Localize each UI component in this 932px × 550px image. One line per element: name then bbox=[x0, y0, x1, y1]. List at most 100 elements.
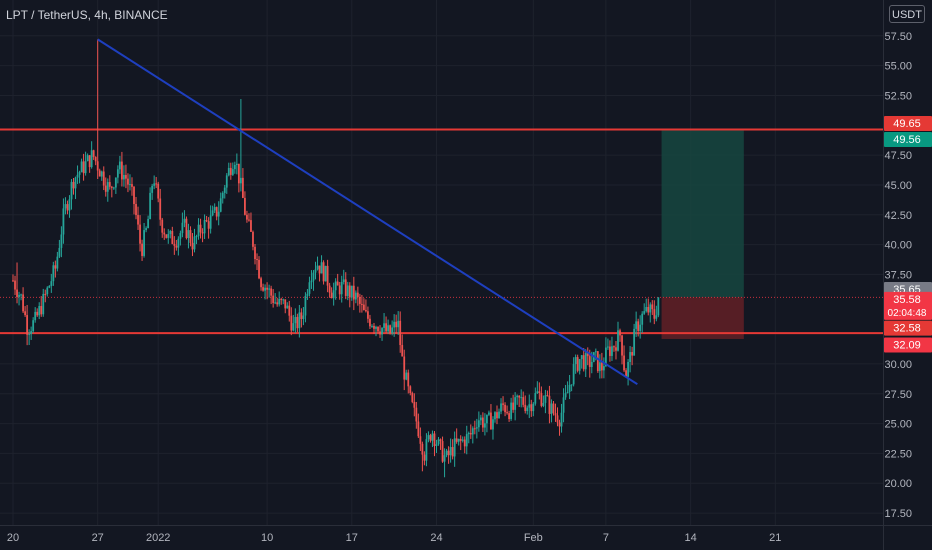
profit-zone[interactable] bbox=[661, 130, 744, 298]
candle-body bbox=[123, 175, 125, 180]
price-tick-label: 55.00 bbox=[884, 61, 912, 73]
candle-body bbox=[484, 423, 486, 428]
candle-body bbox=[437, 439, 440, 445]
candle-body bbox=[223, 187, 226, 193]
candles bbox=[12, 39, 660, 478]
candle-body bbox=[92, 150, 95, 157]
candle-body bbox=[629, 352, 631, 362]
candle-body bbox=[298, 312, 301, 329]
candle-body bbox=[189, 230, 192, 243]
candle-body bbox=[516, 395, 519, 398]
candle-body bbox=[54, 265, 57, 269]
candle-body bbox=[199, 224, 202, 233]
candle-body bbox=[50, 281, 53, 286]
candle-body bbox=[609, 346, 611, 356]
candle-body bbox=[596, 351, 599, 372]
candle-body bbox=[213, 207, 216, 211]
candle-body bbox=[397, 320, 400, 328]
price-tick-label: 25.00 bbox=[884, 419, 912, 431]
candle-body bbox=[534, 393, 537, 404]
candle-body bbox=[149, 192, 152, 220]
price-tick-label: 52.50 bbox=[884, 90, 912, 102]
position-zones[interactable] bbox=[661, 130, 744, 339]
candle-body bbox=[14, 280, 16, 290]
candle-body bbox=[221, 192, 224, 199]
candle-body bbox=[645, 306, 648, 312]
candle-body bbox=[209, 215, 212, 229]
price-label-text: 32.09 bbox=[893, 339, 921, 351]
time-tick-label: 24 bbox=[430, 532, 442, 544]
trend-lines[interactable] bbox=[97, 38, 638, 386]
price-label-text: 49.56 bbox=[893, 134, 921, 146]
candle-body bbox=[363, 304, 365, 311]
candle-body bbox=[594, 351, 597, 353]
candle-body bbox=[100, 171, 103, 177]
candle-body bbox=[34, 311, 37, 321]
candle-body bbox=[300, 312, 303, 319]
candle-body bbox=[528, 404, 531, 408]
candle-body bbox=[268, 288, 271, 290]
candle-body bbox=[423, 454, 426, 461]
horizontal-levels[interactable] bbox=[0, 128, 883, 335]
candle-body bbox=[294, 316, 297, 324]
candle-body bbox=[139, 224, 141, 244]
candle-body bbox=[613, 346, 615, 348]
time-tick-label: 21 bbox=[769, 532, 781, 544]
candle-body bbox=[207, 221, 210, 229]
candle-body bbox=[211, 210, 214, 216]
candle-body bbox=[66, 204, 69, 211]
candle-body bbox=[649, 304, 652, 313]
candle-body bbox=[262, 287, 264, 291]
currency-button[interactable]: USDT bbox=[889, 5, 925, 23]
stop-zone[interactable] bbox=[661, 297, 744, 339]
candle-body bbox=[532, 403, 535, 412]
candle-body bbox=[477, 420, 480, 428]
candle-body bbox=[344, 279, 347, 296]
candle-body bbox=[195, 236, 198, 238]
candle-body bbox=[187, 230, 190, 239]
candle-body bbox=[467, 432, 470, 435]
candle-body bbox=[598, 362, 601, 372]
candle-body bbox=[538, 391, 541, 394]
candle-body bbox=[227, 167, 230, 176]
candle-body bbox=[324, 265, 327, 282]
candle-body bbox=[427, 435, 430, 440]
candle-body bbox=[564, 393, 567, 398]
candle-body bbox=[615, 347, 617, 351]
candle-body bbox=[439, 439, 442, 442]
candle-body bbox=[621, 335, 623, 356]
candle-body bbox=[352, 285, 355, 300]
candle-body bbox=[536, 391, 539, 394]
candle-body bbox=[433, 433, 436, 446]
candle-body bbox=[405, 372, 408, 380]
candle-body bbox=[635, 321, 638, 329]
candle-body bbox=[455, 438, 458, 442]
time-tick-label: 27 bbox=[92, 532, 104, 544]
candle-body bbox=[369, 318, 371, 327]
candle-body bbox=[127, 178, 129, 185]
candle-body bbox=[231, 169, 234, 175]
candle-body bbox=[653, 309, 656, 319]
candle-body bbox=[522, 397, 525, 405]
candle-body bbox=[463, 439, 466, 447]
candle-body bbox=[76, 174, 79, 178]
candle-body bbox=[215, 207, 218, 217]
candle-body bbox=[417, 421, 420, 437]
time-axis[interactable]: 20 27 2022 10 17 24 Feb 7 14 21 bbox=[0, 525, 932, 545]
candle-body bbox=[486, 414, 488, 424]
candle-body bbox=[96, 161, 99, 171]
candle-body bbox=[336, 281, 339, 286]
candle-body bbox=[373, 325, 375, 329]
candle-body bbox=[387, 325, 389, 332]
candle-body bbox=[250, 220, 252, 232]
downtrend-line[interactable] bbox=[97, 38, 638, 386]
price-axis[interactable]: 57.50 55.00 52.50 47.50 45.00 42.50 40.00 37.50… bbox=[883, 0, 913, 550]
candle-body bbox=[568, 384, 571, 392]
candle-body bbox=[30, 331, 33, 335]
candle-body bbox=[129, 184, 131, 186]
candle-body bbox=[252, 231, 254, 247]
candle-body bbox=[102, 171, 105, 186]
candle-body bbox=[80, 161, 83, 173]
time-tick-label: 7 bbox=[603, 532, 609, 544]
